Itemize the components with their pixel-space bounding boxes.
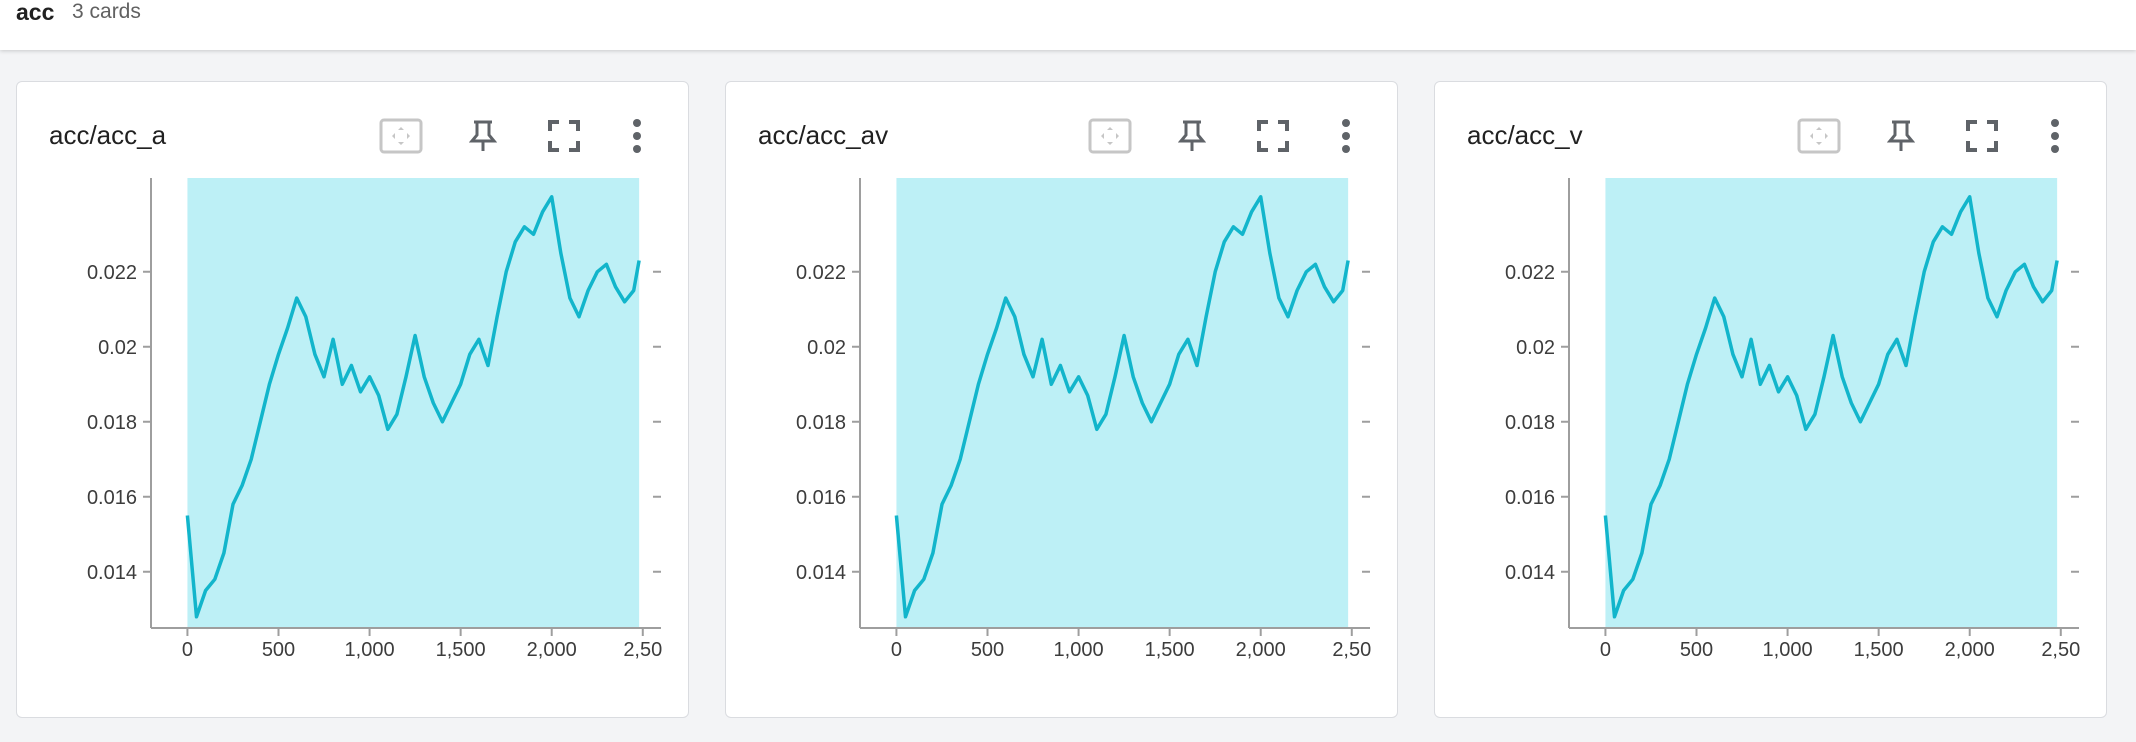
y-tick-label: 0.014 xyxy=(796,562,846,584)
y-tick-label: 0.022 xyxy=(87,262,137,284)
card-title: acc/acc_a xyxy=(49,120,166,150)
x-tick-label: 2,50 xyxy=(2041,639,2080,661)
fullscreen-icon xyxy=(548,120,580,152)
x-tick-label: 1,000 xyxy=(1054,639,1104,661)
scalar-card: 0.014 0.016 0.018 0.02 0.022 0 500 1,000 1,500 2,… xyxy=(1434,81,2107,718)
card-title: acc/acc_av xyxy=(758,120,888,150)
more-vert-icon xyxy=(1341,118,1351,154)
x-tick-label: 2,000 xyxy=(1236,639,1286,661)
group-title: acc xyxy=(16,0,54,24)
x-tick-label: 2,50 xyxy=(1332,639,1371,661)
series-range-band xyxy=(187,178,639,628)
y-tick-label: 0.018 xyxy=(1505,412,1555,434)
x-tick-label: 0 xyxy=(1600,639,1611,661)
x-tick-label: 500 xyxy=(1680,639,1713,661)
y-tick-label: 0.018 xyxy=(796,412,846,434)
fit-to-domain-button[interactable] xyxy=(1797,114,1841,158)
y-tick-label: 0.014 xyxy=(1505,562,1555,584)
series-range-band xyxy=(896,178,1348,628)
fit-to-domain-icon xyxy=(379,118,423,154)
x-tick-label: 500 xyxy=(971,639,1004,661)
fullscreen-button[interactable] xyxy=(1251,114,1295,158)
series-range-band xyxy=(1605,178,2057,628)
x-tick-label: 1,500 xyxy=(436,639,486,661)
fit-to-domain-icon xyxy=(1088,118,1132,154)
more-vert-icon xyxy=(2050,118,2060,154)
y-tick-label: 0.02 xyxy=(1516,337,1555,359)
line-chart[interactable]: 0.014 0.016 0.018 0.02 0.022 0 500 1,000 1,500 2,… xyxy=(1435,82,2108,719)
y-tick-label: 0.02 xyxy=(807,337,846,359)
more-options-button[interactable] xyxy=(615,114,659,158)
fullscreen-button[interactable] xyxy=(542,114,586,158)
y-tick-label: 0.022 xyxy=(1505,262,1555,284)
card-count: 3 cards xyxy=(72,0,141,24)
more-vert-icon xyxy=(632,118,642,154)
fullscreen-icon xyxy=(1966,120,1998,152)
x-tick-label: 0 xyxy=(182,639,193,661)
fit-to-domain-button[interactable] xyxy=(379,114,423,158)
y-tick-label: 0.02 xyxy=(98,337,137,359)
pin-button[interactable] xyxy=(1170,114,1214,158)
pin-icon xyxy=(469,119,497,153)
x-tick-label: 1,000 xyxy=(1763,639,1813,661)
more-options-button[interactable] xyxy=(2033,114,2077,158)
x-tick-label: 1,500 xyxy=(1854,639,1904,661)
y-tick-label: 0.022 xyxy=(796,262,846,284)
y-tick-label: 0.018 xyxy=(87,412,137,434)
x-tick-label: 2,000 xyxy=(1945,639,1995,661)
scalar-card: 0.014 0.016 0.018 0.02 0.022 0 500 1,000 1,500 2,… xyxy=(16,81,689,718)
y-tick-label: 0.014 xyxy=(87,562,137,584)
pin-button[interactable] xyxy=(1879,114,1923,158)
x-tick-label: 2,000 xyxy=(527,639,577,661)
fit-to-domain-icon xyxy=(1797,118,1841,154)
x-tick-label: 1,500 xyxy=(1145,639,1195,661)
pin-icon xyxy=(1178,119,1206,153)
card-title: acc/acc_v xyxy=(1467,120,1583,150)
pin-button[interactable] xyxy=(461,114,505,158)
y-tick-label: 0.016 xyxy=(796,487,846,509)
y-tick-label: 0.016 xyxy=(87,487,137,509)
x-tick-label: 1,000 xyxy=(345,639,395,661)
fullscreen-button[interactable] xyxy=(1960,114,2004,158)
line-chart[interactable]: 0.014 0.016 0.018 0.02 0.022 0 500 1,000 1,500 2,… xyxy=(17,82,690,719)
more-options-button[interactable] xyxy=(1324,114,1368,158)
x-tick-label: 2,50 xyxy=(623,639,662,661)
fullscreen-icon xyxy=(1257,120,1289,152)
fit-to-domain-button[interactable] xyxy=(1088,114,1132,158)
y-tick-label: 0.016 xyxy=(1505,487,1555,509)
line-chart[interactable]: 0.014 0.016 0.018 0.02 0.022 0 500 1,000 1,500 2,… xyxy=(726,82,1399,719)
scalar-card: 0.014 0.016 0.018 0.02 0.022 0 500 1,000 1,500 2,… xyxy=(725,81,1398,718)
x-tick-label: 500 xyxy=(262,639,295,661)
pin-icon xyxy=(1887,119,1915,153)
x-tick-label: 0 xyxy=(891,639,902,661)
card-group-header: acc 3 cards xyxy=(0,0,2136,50)
